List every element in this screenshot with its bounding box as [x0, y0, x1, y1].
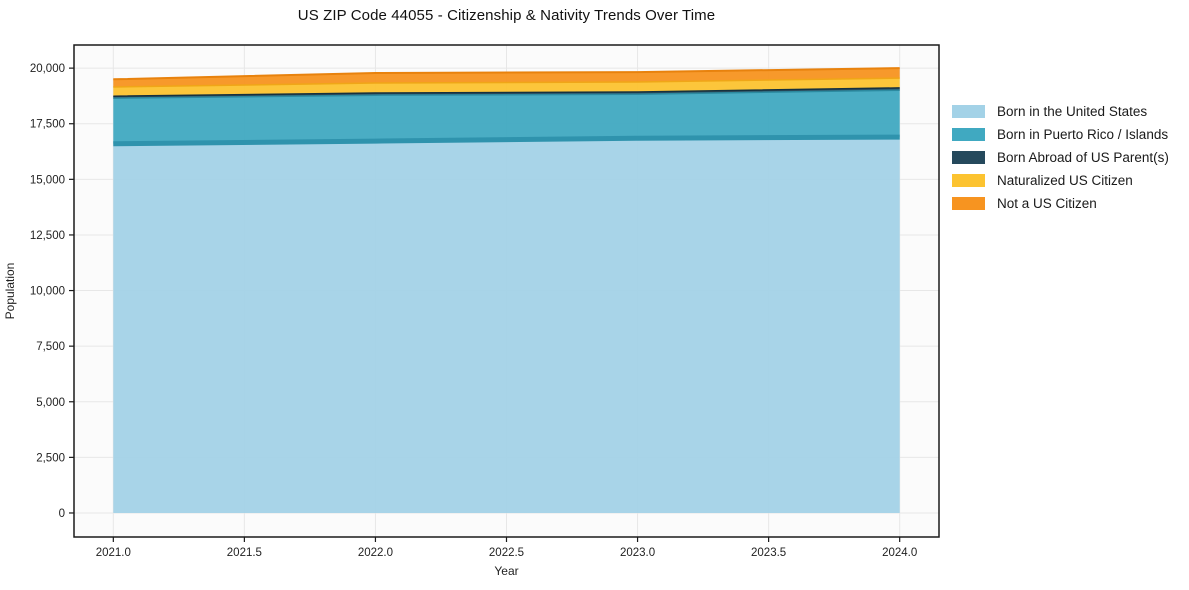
y-tick-label: 15,000 [30, 174, 65, 186]
legend-item-born-in-puerto-rico-islands[interactable]: Born in Puerto Rico / Islands [952, 127, 1169, 142]
x-tick-label: 2022.5 [489, 547, 524, 559]
legend-swatch [952, 105, 985, 118]
area-edge-born-abroad-of-us-parent-s- [113, 87, 900, 97]
x-tick-label: 2023.5 [751, 547, 786, 559]
y-tick-label: 2,500 [36, 452, 65, 464]
legend-item-naturalized-us-citizen[interactable]: Naturalized US Citizen [952, 173, 1169, 188]
area-naturalized-us-citizen [113, 78, 900, 97]
y-tick-label: 12,500 [30, 230, 65, 242]
area-edge-naturalized-us-citizen [113, 77, 900, 88]
area-born-in-puerto-rico-islands [113, 90, 900, 144]
legend-item-born-abroad-of-us-parent-s-[interactable]: Born Abroad of US Parent(s) [952, 150, 1169, 165]
y-tick-label: 10,000 [30, 286, 65, 298]
legend-label: Born in the United States [997, 104, 1148, 119]
x-tick-label: 2022.0 [358, 547, 393, 559]
x-tick-label: 2023.0 [620, 547, 655, 559]
y-tick-label: 20,000 [30, 63, 65, 75]
y-tick-label: 5,000 [36, 397, 65, 409]
area-edge-born-in-puerto-rico-islands [113, 89, 900, 99]
area-edge-born-in-the-united-states [113, 134, 900, 147]
legend-swatch [952, 151, 985, 164]
legend-swatch [952, 128, 985, 141]
chart-title: US ZIP Code 44055 - Citizenship & Nativi… [297, 7, 716, 24]
legend: Born in the United States Born in Puerto … [952, 104, 1169, 211]
legend-item-not-a-us-citizen[interactable]: Not a US Citizen [952, 196, 1169, 211]
x-axis-title: Year [494, 564, 518, 578]
area-not-a-us-citizen [113, 68, 900, 87]
x-tick-label: 2024.0 [882, 547, 917, 559]
x-tick-label: 2021.5 [227, 547, 262, 559]
y-tick-label: 17,500 [30, 119, 65, 131]
legend-item-born-in-the-united-states[interactable]: Born in the United States [952, 104, 1169, 119]
area-born-in-the-united-states [113, 137, 900, 513]
x-tick-label: 2021.0 [96, 547, 131, 559]
legend-label: Born Abroad of US Parent(s) [997, 150, 1169, 165]
legend-label: Born in Puerto Rico / Islands [997, 127, 1169, 142]
y-tick-label: 7,500 [36, 341, 65, 353]
legend-label: Naturalized US Citizen [997, 173, 1133, 188]
legend-swatch [952, 174, 985, 187]
area-edge-not-a-us-citizen [113, 67, 900, 81]
y-tick-label: 0 [59, 508, 65, 520]
legend-label: Not a US Citizen [997, 196, 1097, 211]
legend-swatch [952, 197, 985, 210]
y-axis-title: Population [3, 263, 17, 320]
